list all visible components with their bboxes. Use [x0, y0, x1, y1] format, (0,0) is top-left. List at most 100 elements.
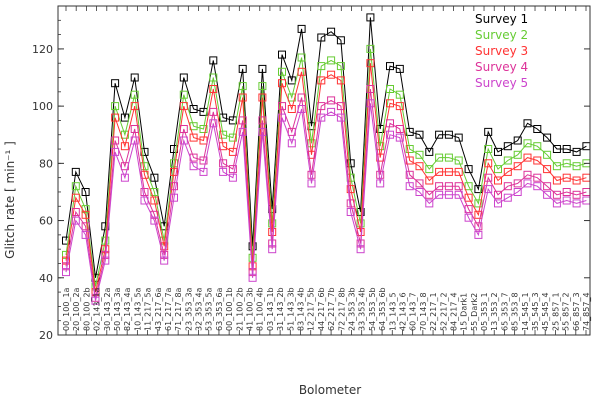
data-point — [111, 147, 120, 156]
data-point — [454, 167, 463, 176]
data-point — [219, 167, 228, 176]
data-point — [228, 165, 237, 174]
data-point — [327, 27, 336, 36]
data-point — [209, 56, 218, 65]
data-point — [523, 170, 532, 179]
data-point — [317, 76, 326, 85]
data-point — [327, 56, 336, 65]
x-category-label: 72_217_8b — [337, 287, 346, 331]
data-point — [552, 199, 561, 208]
data-point — [327, 70, 336, 79]
data-point — [386, 85, 394, 93]
series-layer — [62, 13, 591, 305]
data-point — [395, 125, 404, 133]
data-point — [71, 208, 80, 216]
data-point — [150, 210, 159, 219]
data-point — [405, 182, 414, 191]
data-point — [376, 125, 385, 133]
data-point — [552, 176, 561, 185]
data-point — [366, 59, 375, 68]
data-point — [415, 188, 424, 196]
x-category-label: 60_143_7 — [409, 292, 418, 331]
data-point — [572, 199, 581, 208]
legend-entry: Survey 2 — [475, 28, 528, 42]
data-point — [140, 188, 149, 196]
x-category-label: 71_217_8a — [174, 287, 183, 331]
data-point — [425, 190, 434, 199]
legend: Survey 1 Survey 2 Survey 3 Survey 4 Survey 5 — [475, 12, 528, 90]
data-point — [111, 79, 120, 88]
data-point — [130, 102, 139, 111]
data-point — [435, 130, 444, 139]
y-tick-label: 120 — [32, 43, 53, 56]
legend-entry: Survey 4 — [475, 60, 528, 74]
data-point — [317, 33, 326, 42]
x-category-label: 30_143_2a — [103, 287, 112, 331]
axis-layer: 20 40 60 80 100 120 00_100_1a 20_100_2a 80_100_2… — [32, 5, 591, 342]
x-category-label: 66_857_3 — [572, 292, 581, 331]
data-point — [523, 179, 532, 188]
x-category-label: 80_100_2b — [82, 287, 91, 331]
x-category-label: 55_Dark2 — [470, 293, 479, 331]
series-line — [65, 48, 587, 287]
data-point — [415, 130, 424, 139]
data-point — [494, 190, 502, 199]
data-point — [258, 116, 267, 125]
y-tick-label: 60 — [39, 215, 53, 228]
data-point — [228, 173, 237, 182]
data-point — [415, 179, 424, 188]
data-point — [336, 102, 345, 111]
data-point — [150, 196, 159, 205]
data-point — [71, 182, 80, 191]
data-point — [494, 199, 502, 208]
data-point — [317, 62, 326, 71]
data-point — [376, 179, 385, 188]
data-point — [179, 73, 188, 82]
data-point — [533, 182, 542, 191]
data-point — [101, 256, 110, 265]
data-point — [111, 136, 120, 145]
data-point — [484, 145, 493, 153]
data-point — [444, 153, 453, 162]
x-category-label: 43_217_6a — [154, 287, 163, 331]
series-line — [65, 17, 587, 278]
data-point — [81, 222, 90, 231]
data-point — [513, 179, 522, 188]
data-point — [346, 199, 355, 208]
x-category-label: 25_857_1 — [551, 292, 560, 331]
data-point — [366, 44, 375, 53]
x-category-label: 51_143_3b — [286, 287, 295, 331]
data-point — [444, 190, 453, 199]
data-point — [543, 190, 552, 199]
data-point — [346, 208, 355, 216]
data-point — [268, 245, 277, 254]
data-point — [336, 62, 345, 71]
data-point — [307, 179, 316, 188]
x-category-label: 61_217_7a — [164, 287, 173, 331]
data-point — [543, 165, 552, 174]
data-point — [219, 159, 228, 168]
x-category-label: 32_353_4a — [195, 287, 204, 331]
data-point — [484, 127, 493, 136]
data-point — [366, 13, 375, 22]
data-point — [278, 50, 286, 59]
data-point — [386, 119, 394, 128]
data-point — [572, 147, 581, 156]
legend-entry: Survey 5 — [475, 76, 528, 90]
data-point — [160, 256, 169, 265]
data-point — [209, 107, 218, 116]
data-point — [543, 182, 552, 191]
x-category-label: 84_217_4 — [449, 292, 458, 331]
x-category-label: 23_353_3a — [184, 287, 193, 331]
x-category-label: 24_353_3b — [347, 287, 356, 331]
data-point — [287, 105, 296, 113]
data-point — [543, 150, 552, 159]
data-point — [513, 150, 522, 159]
data-point — [71, 167, 80, 176]
x-category-label: 00_100_1b — [225, 287, 234, 331]
data-point — [160, 222, 169, 231]
data-point — [395, 90, 404, 99]
data-point — [425, 165, 434, 174]
data-point — [140, 196, 149, 205]
